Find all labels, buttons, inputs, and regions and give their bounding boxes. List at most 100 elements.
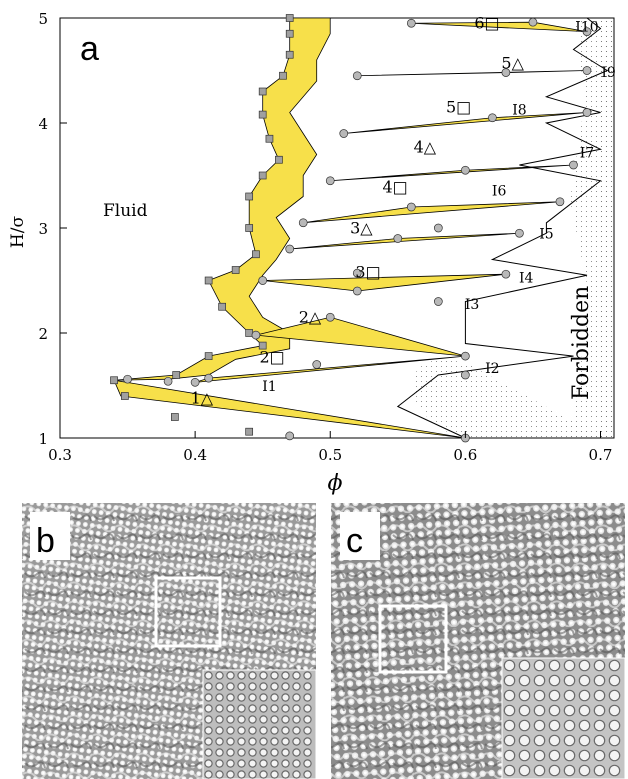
lattice-dot (282, 705, 289, 712)
lattice-dot (594, 690, 604, 700)
lattice-dot (519, 705, 529, 715)
lattice-dot (216, 716, 223, 723)
square-point (205, 277, 212, 284)
lattice-dot (519, 750, 529, 760)
lattice-dot (238, 683, 245, 690)
circle-point (286, 245, 294, 253)
phase-label: 4△ (414, 137, 437, 156)
lattice-dot (594, 750, 604, 760)
lattice-dot (238, 760, 245, 767)
lattice-dot (249, 705, 256, 712)
intermediate-label: I8 (512, 103, 526, 119)
lattice-dot (579, 735, 589, 745)
zoom-inset-c (502, 658, 625, 779)
lattice-dot (304, 705, 311, 712)
circle-point (252, 331, 260, 339)
lattice-dot (227, 749, 234, 756)
lattice-dot (534, 735, 544, 745)
lattice-dot (504, 660, 514, 670)
square-point (246, 428, 253, 435)
square-point (259, 172, 266, 179)
lattice-dot (504, 705, 514, 715)
lattice-dot (238, 771, 245, 778)
square-point (232, 267, 239, 274)
x-tick-label: 0.3 (48, 446, 72, 464)
lattice-dot (293, 749, 300, 756)
lattice-dot (293, 683, 300, 690)
lattice-dot (205, 672, 212, 679)
lattice-dot (549, 705, 559, 715)
lattice-dot (227, 771, 234, 778)
x-tick-label: 0.4 (183, 446, 207, 464)
lattice-dot (282, 738, 289, 745)
lattice-dot (504, 735, 514, 745)
lattice-dot (271, 672, 278, 679)
lattice-dot (238, 705, 245, 712)
lattice-dot (227, 705, 234, 712)
circle-point (529, 18, 537, 26)
lattice-dot (564, 765, 574, 775)
lattice-dot (282, 672, 289, 679)
circle-point (488, 114, 496, 122)
lattice-dot (205, 683, 212, 690)
circle-point (434, 298, 442, 306)
panel-b: b (22, 503, 316, 779)
intermediate-label: I1 (262, 379, 276, 395)
circle-point (353, 287, 361, 295)
x-tick-label: 0.5 (318, 446, 342, 464)
circle-point (583, 67, 591, 75)
square-point (246, 193, 253, 200)
intermediate-label: I4 (519, 271, 534, 287)
circle-point (299, 219, 307, 227)
circle-point (259, 277, 267, 285)
circle-point (340, 130, 348, 138)
x-tick-label: 0.7 (589, 446, 613, 464)
y-tick-label: 4 (38, 115, 48, 133)
phase-label: 2△ (299, 308, 322, 327)
lattice-dot (227, 760, 234, 767)
lattice-dot (609, 690, 619, 700)
lattice-dot (519, 675, 529, 685)
lattice-dot (549, 690, 559, 700)
lattice-dot (579, 705, 589, 715)
square-point (259, 111, 266, 118)
lattice-dot (549, 735, 559, 745)
square-point (121, 393, 128, 400)
lattice-dot (260, 727, 267, 734)
intermediate-label: I2 (485, 361, 499, 377)
lattice-dot (519, 720, 529, 730)
lattice-dot (249, 749, 256, 756)
lattice-dot (238, 727, 245, 734)
x-axis-label: ϕ (328, 471, 343, 496)
phase-label: 5△ (501, 53, 524, 72)
lattice-dot (534, 705, 544, 715)
lattice-dot (534, 750, 544, 760)
lattice-dot (260, 683, 267, 690)
circle-point (124, 375, 132, 383)
lattice-dot (594, 720, 604, 730)
lattice-dot (205, 716, 212, 723)
lattice-dot (579, 750, 589, 760)
phase-label: 3△ (350, 218, 373, 237)
lattice-dot (271, 705, 278, 712)
lattice-dot (304, 716, 311, 723)
intermediate-label: I9 (601, 65, 615, 81)
lattice-dot (293, 771, 300, 778)
lattice-dot (205, 771, 212, 778)
lattice-dot (216, 738, 223, 745)
lattice-dot (293, 738, 300, 745)
circle-point (394, 235, 402, 243)
lattice-dot (205, 705, 212, 712)
square-point (286, 30, 293, 37)
phase-label: 1△ (191, 388, 214, 407)
lattice-dot (609, 735, 619, 745)
lattice-dot (238, 694, 245, 701)
intermediate-label: I10 (575, 20, 598, 36)
lattice-dot (304, 738, 311, 745)
lattice-dot (504, 690, 514, 700)
lattice-dot (216, 672, 223, 679)
lattice-dot (549, 660, 559, 670)
lattice-dot (534, 720, 544, 730)
square-point (173, 372, 180, 379)
